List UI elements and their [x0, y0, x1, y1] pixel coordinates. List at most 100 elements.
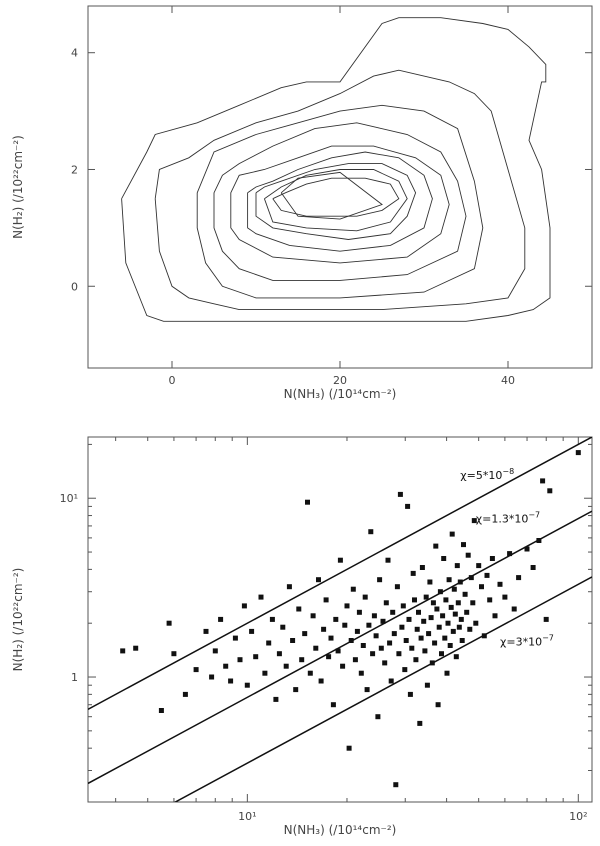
data-point — [387, 640, 393, 646]
data-point — [375, 714, 381, 720]
data-point — [524, 546, 530, 552]
data-point — [383, 600, 389, 606]
data-point — [362, 594, 368, 600]
data-point — [241, 603, 247, 609]
data-point — [166, 620, 172, 626]
data-point — [439, 651, 444, 657]
x-tick-label: 10² — [569, 810, 587, 823]
data-point — [543, 616, 549, 622]
data-point — [360, 643, 366, 648]
data-point — [286, 584, 292, 590]
contour-line — [263, 169, 408, 232]
data-point — [400, 603, 406, 609]
data-point — [451, 586, 457, 592]
data-point — [456, 624, 462, 630]
data-point — [481, 633, 487, 639]
x-tick-label: 10¹ — [238, 810, 256, 823]
data-point — [434, 606, 440, 612]
contour-line — [272, 177, 400, 217]
data-point — [318, 678, 324, 684]
data-point — [507, 551, 513, 557]
data-point — [575, 450, 581, 456]
data-point — [450, 628, 456, 634]
data-point — [479, 584, 484, 590]
data-point — [407, 691, 413, 697]
data-point — [158, 708, 164, 713]
data-point — [358, 670, 364, 676]
data-point — [344, 603, 350, 609]
data-point — [352, 657, 358, 663]
data-point — [171, 651, 177, 657]
data-point — [310, 613, 316, 619]
data-point — [418, 635, 424, 641]
y-tick-label: 4 — [71, 47, 78, 60]
data-point — [337, 557, 343, 563]
data-point — [120, 648, 126, 654]
data-point — [516, 575, 522, 581]
data-point — [468, 575, 474, 581]
data-point — [419, 565, 425, 570]
data-point — [364, 687, 370, 693]
x-tick-label: 0 — [169, 374, 176, 387]
data-point — [436, 624, 442, 630]
relation-line — [88, 510, 592, 785]
data-point — [437, 589, 443, 595]
data-point — [457, 579, 463, 585]
data-point — [417, 720, 423, 726]
plot-frame — [87, 436, 593, 803]
data-point — [447, 643, 453, 648]
x-axis-label: N(NH₃) (/10¹⁴cm⁻²) — [284, 823, 397, 837]
data-point — [433, 543, 439, 549]
data-point — [258, 594, 264, 600]
data-point — [489, 556, 495, 561]
data-point — [335, 648, 341, 654]
y-tick-label: 1 — [71, 671, 78, 684]
data-point — [385, 557, 391, 563]
data-point — [502, 594, 508, 600]
data-point — [348, 638, 354, 643]
data-point — [476, 563, 482, 569]
data-point — [423, 594, 429, 600]
data-point — [429, 660, 435, 666]
x-tick-label: 40 — [501, 374, 515, 387]
data-point — [414, 626, 420, 632]
data-point — [307, 670, 313, 676]
y-axis-label: N(H₂) (/10²²cm⁻²) — [11, 568, 25, 672]
data-point — [424, 682, 430, 688]
data-point — [432, 640, 438, 646]
data-point — [370, 651, 376, 657]
data-point — [428, 615, 434, 621]
data-point — [421, 618, 427, 624]
data-point — [402, 667, 408, 673]
data-point — [269, 616, 275, 622]
data-point — [405, 503, 411, 509]
data-point — [462, 591, 468, 597]
data-point — [449, 531, 455, 537]
data-point — [232, 635, 238, 641]
data-point — [330, 702, 336, 708]
data-point — [435, 702, 441, 708]
contour-line — [196, 104, 484, 299]
data-point — [276, 651, 282, 657]
data-point — [316, 577, 321, 583]
data-point — [244, 682, 250, 688]
data-point — [354, 628, 360, 634]
contour-line — [230, 145, 450, 264]
data-point — [266, 640, 272, 646]
data-point — [228, 678, 234, 684]
data-point — [182, 691, 188, 697]
data-point — [487, 597, 493, 603]
y-axis-label: N(H₂) (/10²²cm⁻²) — [11, 135, 25, 239]
data-point — [296, 606, 302, 612]
data-point — [492, 613, 498, 619]
data-point — [393, 782, 399, 788]
data-point — [390, 609, 396, 615]
data-point — [470, 600, 476, 606]
data-point — [378, 645, 384, 651]
data-point — [412, 597, 417, 603]
data-point — [273, 696, 279, 702]
data-point — [193, 667, 199, 673]
data-point — [133, 645, 139, 651]
data-point — [396, 651, 402, 657]
data-point — [410, 570, 416, 576]
